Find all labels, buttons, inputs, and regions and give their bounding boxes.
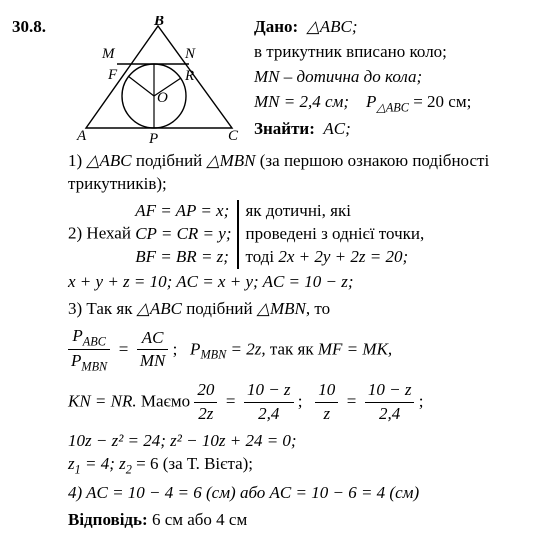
s3-l1b: △ABC	[137, 299, 182, 318]
s1-tri1: △ABC	[86, 151, 131, 170]
label-o: O	[157, 90, 168, 106]
step-1: 1) △ABC подібний △MBN (за першою ознакою…	[68, 150, 546, 196]
given-mn: MN = 2,4 см;	[254, 92, 349, 111]
s3-frac2-den: MN	[137, 350, 169, 373]
s1-mid: подібний	[132, 151, 207, 170]
given-p-sub: △ABC	[376, 100, 409, 114]
s1-tri2: △MBN	[207, 151, 256, 170]
label-r: R	[184, 68, 194, 84]
s3-e3-den: z	[315, 403, 338, 426]
given-l2: в трикутник вписано коло;	[254, 41, 546, 64]
s2-line2: x + y + z = 10; AC = x + y; AC = 10 − z;	[68, 271, 546, 294]
s3-mfmk: MF = MK,	[318, 339, 392, 358]
given-p-lhs: P	[366, 92, 376, 111]
s3-z1-val: = 4;	[81, 454, 119, 473]
s3-knnr: KN = NR.	[68, 392, 137, 411]
bracket-icon	[237, 200, 239, 269]
s3-e3: 10 z	[315, 379, 338, 426]
label-n: N	[184, 46, 196, 62]
step-2: 2) Нехай AF = AP = x; CP = CR = y; BF = …	[68, 200, 546, 294]
s3-pmbn-lhs: P	[190, 339, 200, 358]
label-c: C	[228, 128, 239, 144]
s3-z2: z	[119, 454, 126, 473]
s3-e4-num: 10 − z	[365, 379, 415, 403]
step-4: 4) AC = 10 − 4 = 6 (см) або AC = 10 − 6 …	[68, 482, 546, 505]
s3-e1-num: 20	[194, 379, 217, 403]
given-tri: △ABC;	[307, 17, 358, 36]
problem-number: 30.8.	[12, 16, 60, 39]
s3-z1: z	[68, 454, 75, 473]
s3-frac2: AC MN	[137, 327, 169, 374]
step-3: 3) Так як △ABC подібний △MBN, то PABC PM…	[68, 298, 546, 478]
s2-desc3a: тоді	[245, 247, 278, 266]
s3-z2-val: = 6 (за Т. Вієта);	[132, 454, 253, 473]
figure: A B C M N F R P O	[72, 16, 242, 146]
s2-lead: 2) Нехай	[68, 223, 135, 242]
s3-frac1: PABC PMBN	[68, 325, 110, 376]
s3-e2-den: 2,4	[244, 403, 294, 426]
s1-lead: 1)	[68, 151, 86, 170]
s3-e1-den: 2z	[194, 403, 217, 426]
given-label: Дано:	[254, 17, 298, 36]
given-p-rhs: = 20 см;	[409, 92, 471, 111]
s3-l1a: 3) Так як	[68, 299, 137, 318]
s3-have: Маємо	[141, 392, 194, 411]
s3-e4: 10 − z 2,4	[365, 379, 415, 426]
s3-pmbn-sub: MBN	[200, 347, 226, 361]
s3-l1d: △MBN	[257, 299, 306, 318]
s2-row1: AF = AP = x;	[135, 200, 231, 223]
s2-system: AF = AP = x; CP = CR = y; BF = BR = z; я…	[135, 200, 424, 269]
given-l3: MN – дотична до кола;	[254, 67, 422, 86]
s3-e3-num: 10	[315, 379, 338, 403]
s3-frac2-num: AC	[137, 327, 169, 351]
s2-desc1: як дотичні, які	[245, 200, 424, 223]
label-a: A	[76, 128, 87, 144]
s2-row3: BF = BR = z;	[135, 246, 231, 269]
label-p: P	[148, 131, 158, 146]
s3-e2-num: 10 − z	[244, 379, 294, 403]
label-b: B	[153, 16, 164, 29]
label-m: M	[101, 46, 116, 62]
s2-row2: CP = CR = y;	[135, 223, 231, 246]
find-label: Знайти:	[254, 119, 315, 138]
find-val: AC;	[323, 119, 350, 138]
label-f: F	[107, 67, 118, 83]
answer-label: Відповідь:	[68, 510, 148, 529]
s2-desc2: проведені з однієї точки,	[245, 223, 424, 246]
s3-e1: 20 2z	[194, 379, 217, 426]
s3-l1e: , то	[306, 299, 330, 318]
s3-frac1-num: P	[72, 326, 82, 345]
givens-block: Дано: △ABC; в трикутник вписано коло; MN…	[254, 16, 546, 143]
s3-pmbn-rhs: = 2z,	[226, 339, 265, 358]
s3-frac1-numsub: ABC	[83, 334, 106, 348]
s3-frac1-densub: MBN	[81, 360, 107, 374]
radius-2	[128, 76, 154, 96]
answer-text: 6 см або 4 см	[148, 510, 248, 529]
s2-desc3b: 2x + 2y + 2z = 20;	[278, 247, 408, 266]
s3-e4-den: 2,4	[365, 403, 415, 426]
s3-line3: 10z − z² = 24; z² − 10z + 24 = 0;	[68, 430, 546, 453]
s3-l1c: подібний	[182, 299, 257, 318]
s3-e2: 10 − z 2,4	[244, 379, 294, 426]
s3-frac1-den: P	[71, 351, 81, 370]
s3-since: так як	[270, 339, 318, 358]
